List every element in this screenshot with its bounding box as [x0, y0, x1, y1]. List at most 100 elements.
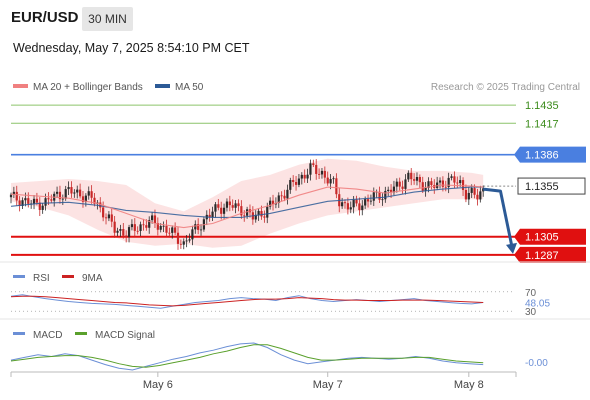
candle-body [352, 199, 355, 208]
candle-body [467, 192, 470, 200]
candle-body [176, 232, 180, 244]
candle-body [182, 241, 185, 245]
candle-body [243, 215, 246, 217]
research-credit: Research © 2025 Trading Central [431, 82, 580, 93]
candle-body [358, 203, 361, 211]
candle-body [464, 189, 468, 200]
candle-body [153, 215, 157, 223]
candle-body [191, 229, 194, 240]
candle-body [44, 198, 47, 206]
candle-body [447, 177, 450, 188]
candle-body [461, 180, 465, 190]
forecast-arrow [483, 187, 514, 248]
candle-body [32, 198, 36, 204]
candle-body [21, 200, 24, 206]
candle-body [145, 225, 148, 228]
rsi-ma-line [10, 295, 484, 307]
candle-body [364, 199, 367, 206]
target-level-label: 1.1417 [525, 118, 559, 130]
candle-body [171, 227, 174, 233]
candle-body [225, 201, 229, 208]
candle-body [102, 207, 105, 218]
candle-body [341, 202, 344, 207]
candle-body [90, 191, 93, 198]
timeframe-button[interactable]: 30 MIN [82, 7, 133, 31]
rsi-ma-legend-label: 9MA [82, 273, 103, 284]
target-level-label: 1.1435 [525, 100, 559, 112]
symbol-title: EUR/USD [11, 9, 79, 26]
candle-body [389, 189, 393, 193]
candle-body [473, 188, 476, 195]
candle-body [119, 229, 122, 231]
candle-body [303, 174, 306, 179]
candle-body [378, 191, 381, 200]
candle-body [456, 182, 459, 184]
candle-body [35, 198, 39, 203]
candle-body [260, 210, 263, 217]
candle-body [286, 189, 289, 199]
candle-body [113, 221, 116, 233]
candle-body [55, 191, 59, 194]
candle-body [398, 181, 401, 187]
candle-body [217, 204, 220, 208]
candle-body [246, 209, 249, 216]
candle-body [254, 214, 257, 220]
candle-body [309, 163, 312, 175]
candle-body [283, 195, 286, 199]
candle-body [139, 224, 142, 231]
candle-body [179, 243, 182, 245]
pivot-level-label: 1.1386 [525, 150, 559, 162]
candle-body [320, 170, 324, 175]
rsi-ma-legend-swatch [62, 275, 74, 278]
candle-body [58, 191, 62, 200]
candle-body [263, 216, 266, 218]
support-level-tag [514, 246, 586, 263]
candle-body [372, 192, 375, 201]
x-axis: May 6 May 7 May 8 [10, 371, 517, 391]
candle-body [27, 198, 30, 204]
candle-body [24, 198, 27, 201]
candle-body [404, 179, 407, 189]
rsi-line [10, 294, 484, 309]
candle-body [12, 191, 15, 195]
price-pane: 1.1435 1.1417 1.1386 1.1355 1.1305 1.1287 [9, 100, 586, 263]
macd-pane: -0.00 [10, 342, 548, 371]
candle-body [130, 224, 134, 228]
candle-body [294, 182, 298, 185]
support-level-tag [514, 228, 586, 245]
candle-body [415, 176, 419, 181]
last-price-label: 1.1355 [525, 181, 559, 193]
candle-body [84, 195, 87, 202]
candle-body [297, 178, 301, 185]
candle-body [332, 178, 335, 180]
chart-header: EUR/USD 30 MIN [0, 0, 590, 36]
candle-body [231, 205, 234, 208]
candle-body [208, 214, 211, 218]
macd-signal-legend-label: MACD Signal [95, 330, 155, 341]
candle-body [441, 180, 444, 187]
candle-body [185, 240, 188, 242]
candle-body [401, 186, 404, 189]
candle-body [47, 198, 50, 200]
candle-body [220, 207, 223, 214]
candle-body [127, 227, 131, 238]
ma50-line [10, 186, 484, 218]
candle-body [104, 217, 108, 219]
x-tick-label: May 7 [313, 379, 343, 391]
candle-body [142, 224, 145, 226]
candle-body [315, 164, 318, 174]
candle-body [174, 227, 177, 233]
candle-body [9, 194, 13, 198]
candle-body [430, 181, 433, 185]
candle-body [413, 179, 416, 181]
candle-body [156, 222, 159, 230]
candle-body [165, 225, 168, 233]
candle-body [470, 188, 473, 193]
candle-body [237, 203, 240, 207]
candle-body [476, 194, 479, 200]
ma20-legend-label: MA 20 + Bollinger Bands [33, 82, 143, 93]
candle-body [266, 206, 269, 218]
candle-body [76, 189, 79, 193]
rsi-tick-label: 30 [525, 307, 537, 318]
candle-body [87, 191, 90, 196]
